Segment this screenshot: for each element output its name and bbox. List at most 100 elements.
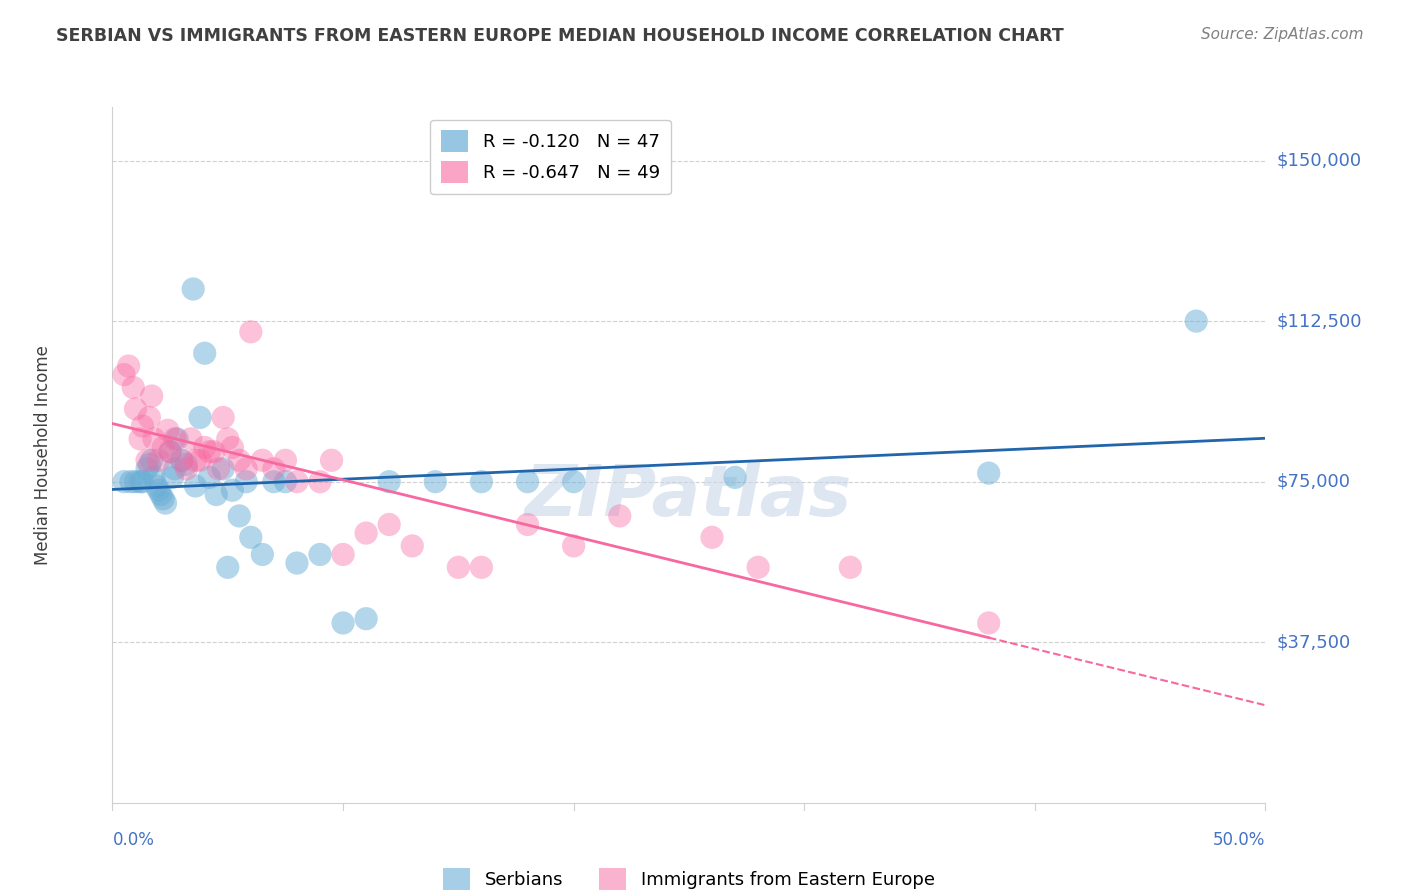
Point: [516, 517, 538, 532]
Point: [159, 444, 181, 458]
Point: [136, 453, 159, 467]
Point: [138, 410, 160, 425]
Point: [977, 615, 1000, 630]
Point: [152, 491, 174, 506]
Text: $112,500: $112,500: [1277, 312, 1362, 330]
Text: $75,000: $75,000: [1277, 473, 1351, 491]
Point: [120, 475, 142, 489]
Point: [239, 530, 262, 544]
Point: [143, 432, 166, 446]
Point: [447, 560, 470, 574]
Point: [401, 539, 423, 553]
Point: [274, 475, 297, 489]
Point: [470, 560, 492, 574]
Point: [145, 479, 167, 493]
Point: [212, 410, 235, 425]
Point: [321, 453, 343, 467]
Point: [148, 453, 170, 467]
Point: [174, 462, 197, 476]
Point: [124, 475, 146, 489]
Point: [149, 487, 172, 501]
Point: [198, 444, 221, 458]
Point: [217, 432, 239, 446]
Point: [202, 444, 225, 458]
Point: [163, 432, 186, 446]
Point: [285, 556, 308, 570]
Point: [212, 462, 235, 476]
Point: [198, 470, 221, 484]
Point: [217, 560, 239, 574]
Point: [166, 432, 188, 446]
Point: [131, 475, 153, 489]
Point: [188, 410, 211, 425]
Point: [129, 475, 152, 489]
Point: [235, 462, 257, 476]
Point: [141, 389, 163, 403]
Point: [184, 479, 207, 493]
Point: [724, 470, 747, 484]
Point: [228, 508, 250, 523]
Point: [170, 453, 193, 467]
Point: [170, 453, 193, 467]
Point: [839, 560, 862, 574]
Point: [285, 475, 308, 489]
Point: [378, 517, 401, 532]
Point: [159, 444, 181, 458]
Point: [174, 458, 197, 472]
Point: [747, 560, 769, 574]
Point: [516, 475, 538, 489]
Point: [274, 453, 297, 467]
Point: [309, 475, 332, 489]
Point: [378, 475, 401, 489]
Point: [562, 539, 585, 553]
Text: 50.0%: 50.0%: [1213, 830, 1265, 848]
Point: [332, 615, 354, 630]
Point: [163, 462, 186, 476]
Point: [263, 475, 285, 489]
Point: [143, 470, 166, 484]
Point: [122, 380, 145, 394]
Point: [152, 441, 174, 455]
Point: [138, 458, 160, 472]
Point: [1185, 314, 1208, 328]
Point: [156, 423, 179, 437]
Point: [332, 548, 354, 562]
Point: [155, 496, 177, 510]
Legend: Serbians, Immigrants from Eastern Europe: Serbians, Immigrants from Eastern Europe: [436, 861, 942, 892]
Point: [136, 462, 159, 476]
Point: [148, 483, 170, 498]
Point: [700, 530, 723, 544]
Point: [131, 419, 153, 434]
Point: [181, 282, 204, 296]
Point: [184, 453, 207, 467]
Point: [309, 548, 332, 562]
Point: [562, 475, 585, 489]
Point: [205, 487, 228, 501]
Point: [252, 453, 274, 467]
Point: [263, 462, 285, 476]
Point: [207, 462, 229, 476]
Point: [221, 441, 243, 455]
Point: [252, 548, 274, 562]
Point: [112, 368, 135, 382]
Text: Median Household Income: Median Household Income: [34, 345, 52, 565]
Point: [112, 475, 135, 489]
Text: 0.0%: 0.0%: [112, 830, 155, 848]
Point: [129, 432, 152, 446]
Point: [124, 401, 146, 416]
Text: Source: ZipAtlas.com: Source: ZipAtlas.com: [1201, 27, 1364, 42]
Point: [235, 475, 257, 489]
Point: [221, 483, 243, 498]
Point: [470, 475, 492, 489]
Point: [188, 453, 211, 467]
Point: [180, 432, 202, 446]
Point: [228, 453, 250, 467]
Point: [194, 441, 217, 455]
Point: [117, 359, 139, 373]
Point: [239, 325, 262, 339]
Text: SERBIAN VS IMMIGRANTS FROM EASTERN EUROPE MEDIAN HOUSEHOLD INCOME CORRELATION CH: SERBIAN VS IMMIGRANTS FROM EASTERN EUROP…: [56, 27, 1064, 45]
Text: $37,500: $37,500: [1277, 633, 1351, 651]
Point: [354, 612, 377, 626]
Text: ZIPatlas: ZIPatlas: [526, 462, 852, 531]
Point: [162, 470, 184, 484]
